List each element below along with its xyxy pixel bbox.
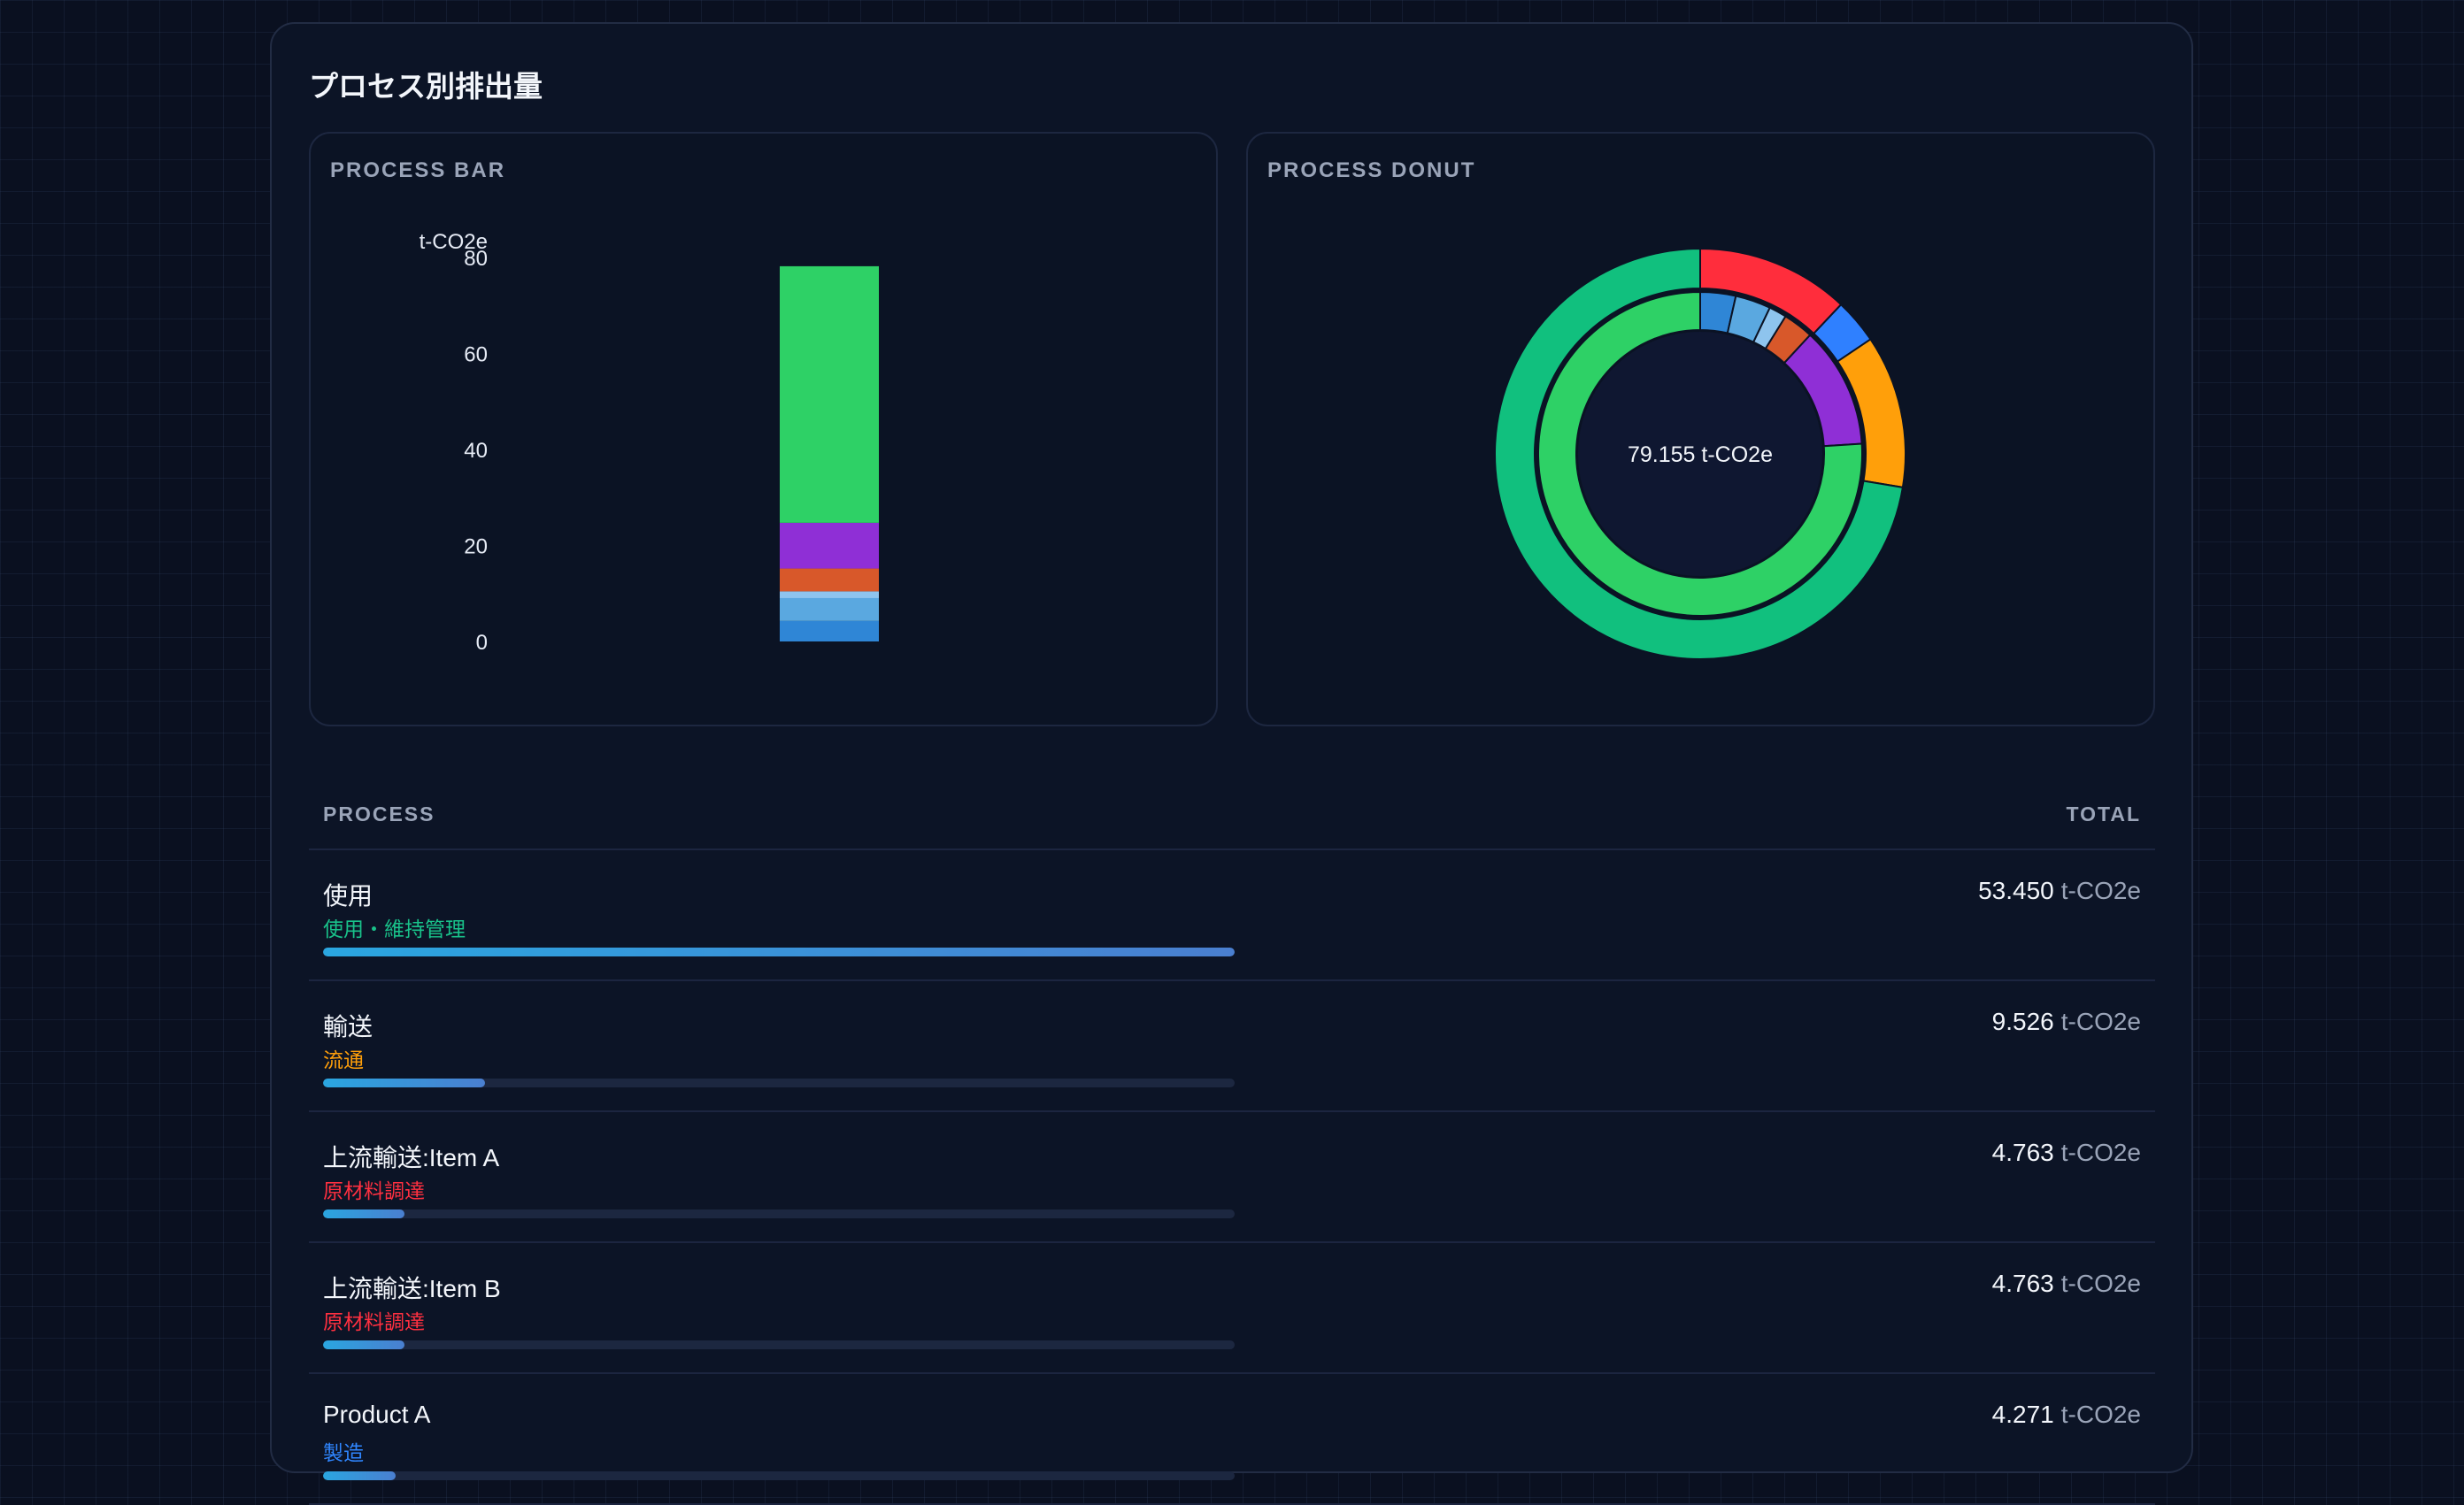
process-total-value: 4.763	[1991, 1270, 2054, 1297]
process-category: 使用・維持管理	[323, 918, 466, 941]
process-bar-panel: PROCESS BAR t-CO2e 0 20 40 60 80	[309, 132, 1218, 726]
process-category: 流通	[323, 1048, 364, 1071]
table-row[interactable]: 上流輸送:Item B 原材料調達 4.763 t-CO2e	[309, 1243, 2155, 1374]
process-total-value: 9.526	[1991, 1008, 2054, 1035]
process-category: 製造	[323, 1441, 364, 1464]
donut-center-label: 79.155 t-CO2e	[1628, 442, 1773, 467]
bar-segment-0[interactable]	[780, 620, 879, 641]
y-tick-label: 0	[476, 631, 488, 655]
bar-segment-1[interactable]	[780, 597, 879, 621]
share-bar-track	[323, 1471, 1235, 1480]
process-bar-chart: t-CO2e 0 20 40 60 80	[420, 230, 879, 655]
y-axis-unit: t-CO2e	[420, 230, 488, 254]
bar-segment-4[interactable]	[780, 522, 879, 569]
share-bar-track	[323, 1209, 1235, 1218]
share-bar-fill	[323, 1079, 486, 1087]
process-total-unit: t-CO2e	[2060, 1270, 2141, 1297]
share-bar-track	[323, 1340, 1235, 1349]
table-row[interactable]: 使用使用・維持管理 53.450 t-CO2e	[309, 850, 2155, 981]
process-name: 輸送	[323, 1013, 373, 1040]
header-total: TOTAL	[2066, 802, 2141, 825]
y-tick-label: 60	[464, 343, 488, 367]
process-name: Product A	[323, 1401, 431, 1428]
process-donut-label: PROCESS DONUT	[1267, 158, 1476, 182]
emissions-card: プロセス別排出量 PROCESS BAR t-CO2e 0 20 40 60 80 PRO…	[270, 22, 2193, 1505]
process-bar-label: PROCESS BAR	[330, 158, 506, 182]
share-bar-track	[323, 948, 1235, 956]
donut-center	[1578, 332, 1822, 576]
table-header: PROCESS TOTAL	[309, 767, 2155, 850]
process-total-value: 4.763	[1991, 1139, 2054, 1166]
share-bar-fill	[323, 1340, 404, 1349]
share-bar-fill	[323, 1471, 397, 1480]
process-total: 4.763 t-CO2e	[1992, 1139, 2141, 1167]
bar-segment-5[interactable]	[780, 265, 879, 523]
process-category: 原材料調達	[323, 1310, 425, 1333]
process-name: 上流輸送:Item B	[323, 1275, 501, 1302]
outer-ring-slice-3[interactable]	[1494, 247, 1905, 660]
process-total-unit: t-CO2e	[2060, 877, 2141, 904]
process-name: 使用	[323, 882, 373, 910]
process-category: 原材料調達	[323, 1179, 425, 1202]
bar-segment-2[interactable]	[780, 591, 879, 598]
process-total-unit: t-CO2e	[2060, 1401, 2141, 1428]
bar-segment-3[interactable]	[780, 568, 879, 592]
process-total: 4.763 t-CO2e	[1992, 1270, 2141, 1298]
process-total: 9.526 t-CO2e	[1992, 1008, 2141, 1036]
table-row[interactable]: Product A 製造 4.271 t-CO2e	[309, 1374, 2155, 1505]
card-title: プロセス別排出量	[309, 70, 543, 103]
process-total-value: 4.271	[1991, 1401, 2054, 1428]
process-name: 上流輸送:Item A	[323, 1144, 500, 1171]
share-bar-fill	[323, 948, 1235, 956]
process-total-value: 53.450	[1978, 877, 2054, 904]
process-total: 53.450 t-CO2e	[1978, 877, 2141, 905]
table-body: 使用 使用・維持管理 53.450 t-CO2e 輸送 流通 9.526 t-CO2e 上流輸送…	[309, 850, 2155, 1505]
process-donut-panel: PROCESS DONUT 79.155 t-CO2e	[1246, 132, 2155, 726]
y-tick-label: 80	[464, 247, 488, 271]
header-process: PROCESS	[323, 802, 435, 825]
share-bar-fill	[323, 1209, 404, 1218]
process-total: 4.271 t-CO2e	[1992, 1401, 2141, 1429]
process-total-unit: t-CO2e	[2060, 1008, 2141, 1035]
share-bar-track	[323, 1079, 1235, 1087]
process-table: PROCESS TOTAL 使用 使用・維持管理 53.450 t-CO2e 輸送 流通 9…	[309, 767, 2155, 1505]
y-tick-label: 40	[464, 439, 488, 463]
process-donut-chart: 79.155 t-CO2e	[1494, 247, 1906, 660]
inner-ring-slice-5[interactable]	[1537, 290, 1863, 617]
process-total-unit: t-CO2e	[2060, 1139, 2141, 1166]
table-row[interactable]: 上流輸送:Item A 原材料調達 4.763 t-CO2e	[309, 1112, 2155, 1243]
table-row[interactable]: 輸送流通 9.526 t-CO2e	[309, 981, 2155, 1112]
y-tick-label: 20	[464, 535, 488, 559]
